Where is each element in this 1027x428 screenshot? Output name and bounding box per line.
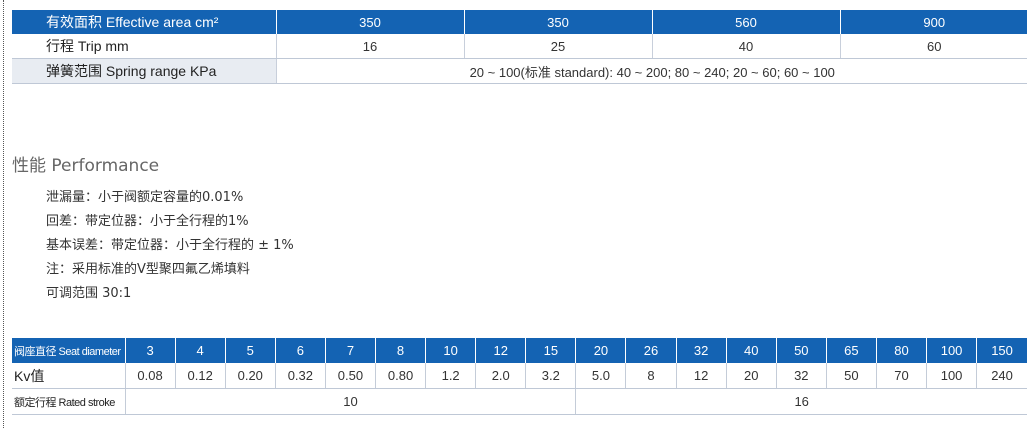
seat-diameter-cell: 50 <box>775 338 827 363</box>
list-item: 可调范围 30:1 <box>46 286 132 301</box>
table-row-rated-stroke: 额定行程 Rated stroke 10 16 <box>12 388 1027 415</box>
seat-diameter-cell: 12 <box>475 338 526 363</box>
kv-cell: 70 <box>875 363 927 389</box>
kv-cell: 3.2 <box>525 363 576 389</box>
seat-diameter-cell: 32 <box>675 338 727 363</box>
dotted-page-edge <box>3 0 4 428</box>
row-label: 行程 Trip mm <box>12 34 276 59</box>
row-label: 阀座直径 Seat diameter <box>12 338 126 363</box>
row-label: 额定行程 Rated stroke <box>12 388 126 415</box>
kv-cell: 100 <box>926 363 977 389</box>
table-row-effective-area: 有效面积 Effective area cm² 350 350 560 900 <box>12 10 1027 34</box>
seat-diameter-cell: 26 <box>625 338 677 363</box>
seat-diameter-cell: 80 <box>875 338 927 363</box>
kv-cell: 5.0 <box>575 363 626 389</box>
seat-diameter-cell: 150 <box>976 338 1027 363</box>
merged-cell: 20 ~ 100(标准 standard): 40 ~ 200; 80 ~ 24… <box>275 58 1027 84</box>
kv-cell: 0.32 <box>274 363 326 389</box>
section-title: 性能 Performance <box>12 156 160 176</box>
row-label: Kv值 <box>12 363 126 389</box>
cell: 60 <box>839 34 1027 59</box>
seat-diameter-cell: 7 <box>324 338 376 363</box>
table-row-trip: 行程 Trip mm 16 25 40 60 <box>12 34 1027 59</box>
spec-table: 有效面积 Effective area cm² 350 350 560 900 … <box>12 10 1027 84</box>
seat-diameter-cell: 100 <box>926 338 977 363</box>
seat-diameter-cell: 6 <box>274 338 326 363</box>
seat-diameter-cell: 8 <box>374 338 426 363</box>
row-label: 弹簧范围 Spring range KPa <box>12 58 276 84</box>
cell: 350 <box>463 10 652 34</box>
table-row-spring-range: 弹簧范围 Spring range KPa 20 ~ 100(标准 standa… <box>12 58 1027 84</box>
seat-diameter-cell: 15 <box>525 338 576 363</box>
seat-diameter-cell: 65 <box>825 338 877 363</box>
kv-cell: 0.12 <box>174 363 226 389</box>
kv-cell: 32 <box>775 363 827 389</box>
table-row-seat-diameter: 阀座直径 Seat diameter 3 4 5 6 7 8 10 12 15 20 26 32 40 5… <box>12 338 1027 363</box>
cell: 560 <box>651 10 840 34</box>
cell: 40 <box>651 34 840 59</box>
performance-list: 泄漏量：小于阀额定容量的0.01% 回差：带定位器：小于全行程的1% 基本误差：… <box>46 186 294 306</box>
rated-stroke-cell: 10 <box>124 388 576 415</box>
cell: 900 <box>839 10 1027 34</box>
cell: 16 <box>275 34 464 59</box>
list-item: 注：采用标准的V型聚四氟乙烯填料 <box>46 262 250 277</box>
seat-diameter-cell: 3 <box>124 338 176 363</box>
seat-diameter-cell: 10 <box>425 338 476 363</box>
list-item: 回差：带定位器：小于全行程的1% <box>46 214 249 229</box>
seat-diameter-cell: 20 <box>575 338 626 363</box>
kv-cell: 0.80 <box>374 363 426 389</box>
cell: 25 <box>463 34 652 59</box>
kv-cell: 12 <box>675 363 727 389</box>
kv-cell: 8 <box>625 363 677 389</box>
kv-cell: 0.20 <box>224 363 276 389</box>
kv-cell: 0.08 <box>124 363 176 389</box>
kv-table: 阀座直径 Seat diameter 3 4 5 6 7 8 10 12 15 20 26 32 40 5… <box>12 338 1027 415</box>
list-item: 基本误差：带定位器：小于全行程的 ± 1% <box>46 238 294 253</box>
row-label: 有效面积 Effective area cm² <box>12 10 276 34</box>
kv-cell: 50 <box>825 363 877 389</box>
seat-diameter-cell: 4 <box>174 338 226 363</box>
kv-cell: 2.0 <box>475 363 526 389</box>
kv-cell: 1.2 <box>425 363 476 389</box>
kv-cell: 240 <box>976 363 1027 389</box>
table-row-kv: Kv值 0.08 0.12 0.20 0.32 0.50 0.80 1.2 2.0 3.2 5.0… <box>12 363 1027 389</box>
rated-stroke-cell: 16 <box>575 388 1027 415</box>
seat-diameter-cell: 40 <box>725 338 777 363</box>
kv-cell: 20 <box>725 363 777 389</box>
cell: 350 <box>275 10 464 34</box>
kv-cell: 0.50 <box>324 363 376 389</box>
list-item: 泄漏量：小于阀额定容量的0.01% <box>46 190 244 205</box>
seat-diameter-cell: 5 <box>224 338 276 363</box>
